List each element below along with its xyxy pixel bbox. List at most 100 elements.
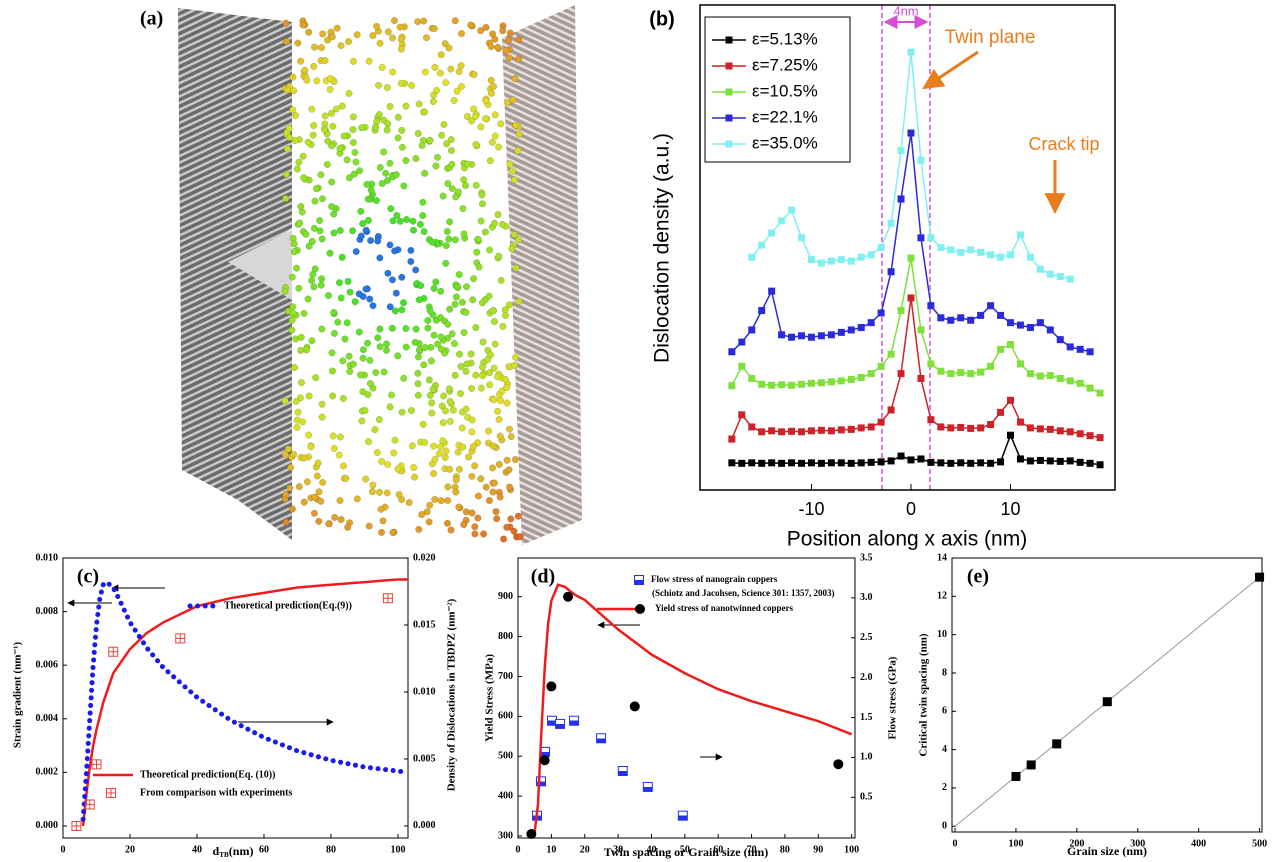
- atom: [362, 226, 370, 234]
- marker: [847, 425, 855, 433]
- atom: [418, 510, 426, 519]
- atom: [485, 427, 493, 435]
- atom: [500, 535, 508, 543]
- marker: [1026, 424, 1034, 432]
- atom: [375, 416, 383, 424]
- atom: [408, 442, 416, 450]
- atom: [313, 472, 321, 480]
- marker: [1052, 739, 1062, 749]
- marker: [778, 428, 786, 436]
- marker: [877, 362, 885, 370]
- atom: [344, 523, 352, 531]
- atom: [329, 432, 337, 440]
- plot-frame: [517, 557, 856, 839]
- atom: [397, 45, 405, 53]
- marker: [1056, 336, 1064, 344]
- atom: [319, 478, 327, 486]
- marker: [563, 591, 574, 602]
- atom: [305, 431, 313, 439]
- atom: [400, 182, 408, 190]
- y-tick-label: 0.008: [36, 606, 59, 617]
- atom: [428, 399, 436, 407]
- atom: [460, 176, 468, 184]
- atom: [335, 451, 343, 459]
- atom: [428, 409, 436, 417]
- atom: [397, 79, 405, 87]
- x-tick-label: 400: [1191, 838, 1206, 849]
- atom: [481, 228, 489, 236]
- atom: [328, 367, 337, 375]
- atom: [318, 413, 326, 421]
- atom: [430, 442, 438, 450]
- atom: [490, 364, 498, 372]
- atom: [431, 495, 439, 504]
- panel-label: (a): [140, 8, 163, 30]
- marker: [1016, 231, 1024, 239]
- atom: [420, 227, 428, 236]
- atom: [380, 148, 388, 156]
- atom: [453, 87, 461, 95]
- atom: [468, 428, 476, 436]
- marker: [917, 374, 925, 382]
- marker: [788, 459, 796, 467]
- atom: [471, 462, 479, 470]
- y-tick-label: 900: [498, 591, 513, 602]
- atom: [303, 478, 311, 486]
- y2-tick-label: 0.5: [860, 792, 873, 803]
- atom: [496, 493, 504, 501]
- atom: [488, 138, 496, 146]
- marker: [1046, 425, 1054, 433]
- atom: [495, 143, 503, 151]
- marker: [907, 48, 915, 56]
- y-tick-label: 10: [937, 629, 947, 640]
- annotation: 4nm: [893, 3, 918, 18]
- x-tick-label: 10: [546, 844, 556, 855]
- atom: [396, 217, 404, 225]
- atom: [419, 198, 427, 206]
- x-tick-label: 0: [61, 844, 66, 855]
- atom: [388, 276, 396, 284]
- atom: [455, 350, 464, 358]
- marker: [91, 759, 102, 770]
- marker: [540, 746, 551, 757]
- marker: [897, 147, 905, 154]
- atom: [340, 132, 348, 140]
- atom: [463, 112, 472, 121]
- series-line: [533, 583, 853, 833]
- atom: [494, 211, 502, 219]
- atom: [505, 425, 514, 433]
- atom: [313, 77, 321, 85]
- atom: [432, 162, 440, 170]
- atom: [345, 352, 353, 360]
- atom: [451, 371, 459, 379]
- atom: [396, 23, 404, 31]
- atom: [493, 515, 501, 523]
- marker: [798, 459, 806, 467]
- atom: [372, 368, 380, 377]
- atom: [281, 451, 289, 459]
- left-grain: [178, 8, 292, 540]
- atom: [364, 391, 372, 399]
- atom: [482, 97, 490, 105]
- atom: [472, 371, 480, 379]
- atom: [355, 328, 363, 336]
- marker: [725, 36, 733, 44]
- atom: [375, 488, 384, 496]
- atom: [443, 519, 452, 527]
- marker: [857, 373, 865, 381]
- atom: [480, 530, 488, 538]
- atom: [416, 220, 424, 228]
- y-tick-label: 500: [498, 751, 513, 762]
- atom: [442, 407, 450, 415]
- atom: [324, 36, 332, 44]
- axis-label: Position along x axis (nm): [787, 528, 1027, 551]
- atom: [389, 68, 397, 76]
- marker: [997, 408, 1005, 416]
- legend-label: From comparison with experiments: [140, 787, 292, 798]
- marker: [907, 456, 915, 464]
- atom: [489, 488, 497, 496]
- atom: [414, 18, 422, 26]
- y-tick-label: 400: [498, 790, 513, 801]
- atom: [418, 141, 426, 150]
- marker: [617, 765, 628, 776]
